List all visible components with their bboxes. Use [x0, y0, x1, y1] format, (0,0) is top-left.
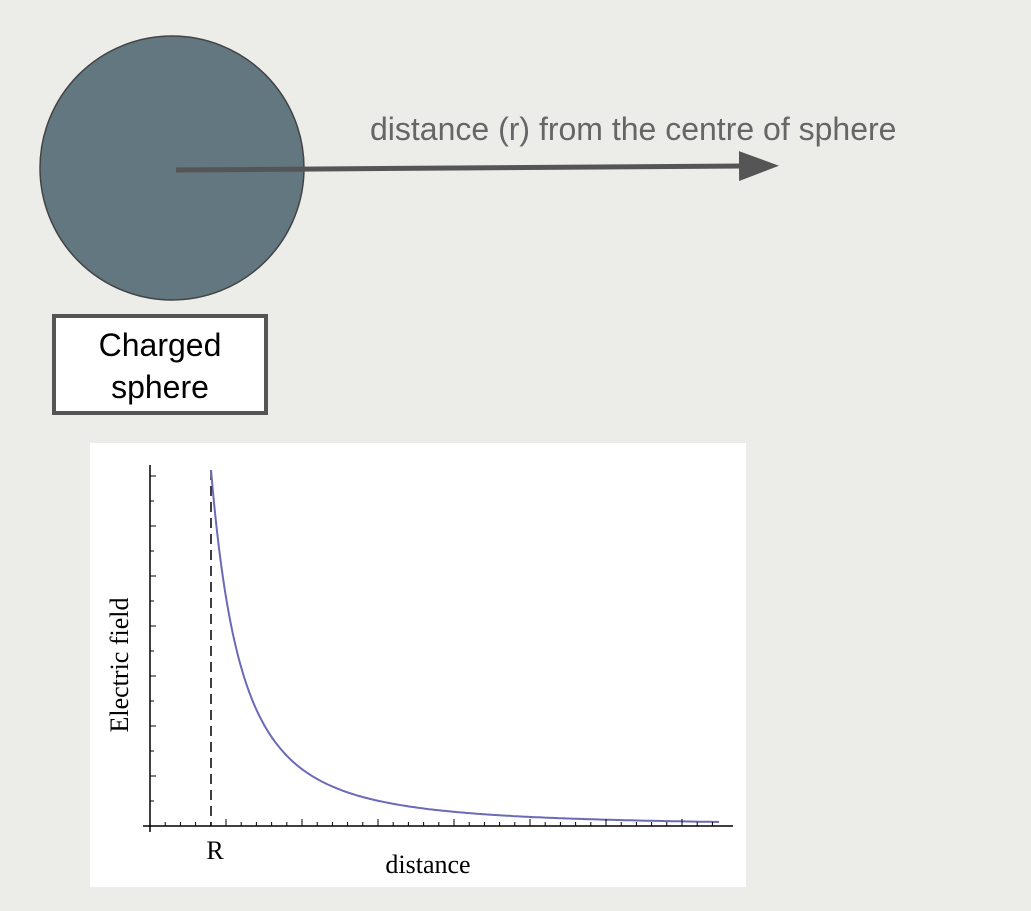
field-graph: Electric field R distance	[90, 443, 746, 887]
marker-label: R	[206, 836, 224, 865]
graph-panel	[90, 443, 746, 887]
x-axis-label: distance	[385, 850, 470, 879]
sphere-label-line: Charged	[99, 327, 222, 363]
field-curve	[210, 469, 720, 823]
y-axis-label: Electric field	[105, 598, 134, 733]
arrow-label: distance (r) from the centre of sphere	[370, 111, 896, 147]
sphere-label-line: sphere	[111, 369, 209, 405]
label-box	[52, 314, 268, 415]
distance-arrow	[175, 151, 779, 182]
